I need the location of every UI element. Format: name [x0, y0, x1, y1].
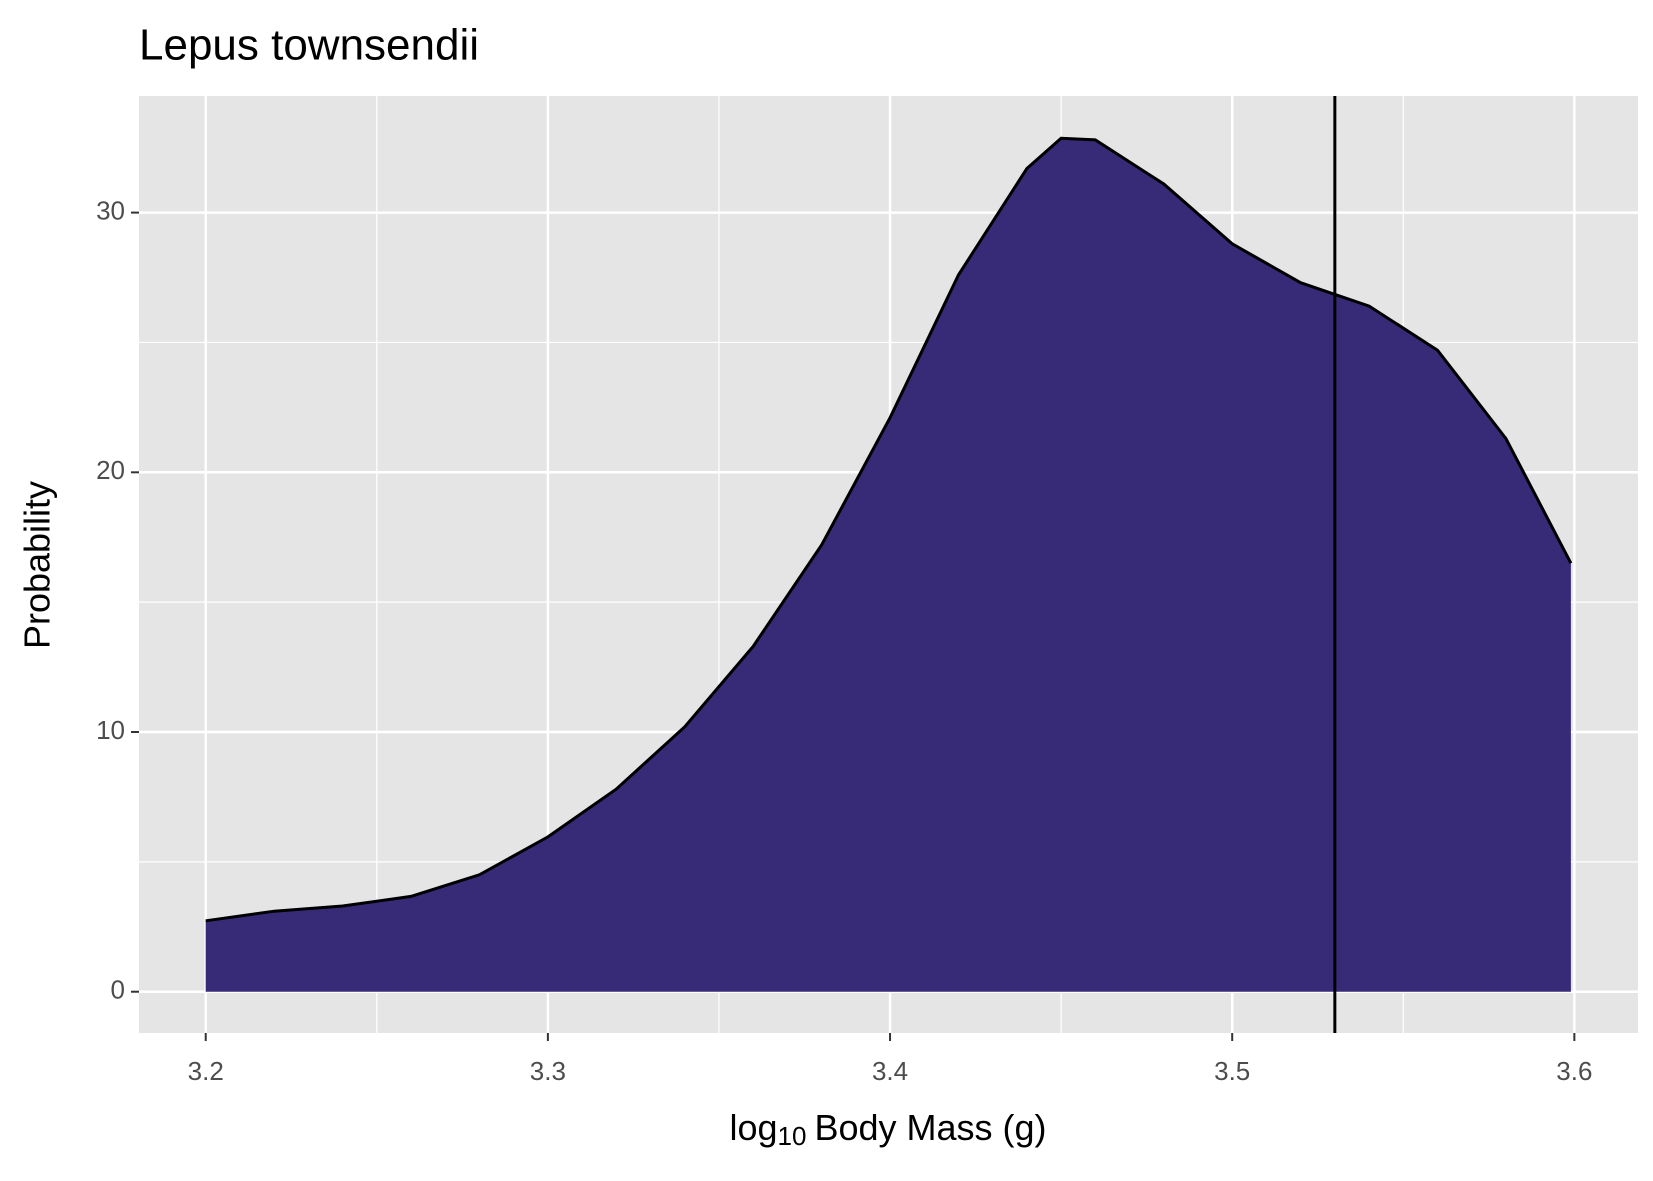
- x-tick-label: 3.6: [1556, 1056, 1592, 1086]
- y-tick-label: 0: [111, 975, 125, 1005]
- y-tick-label: 10: [96, 715, 125, 745]
- x-axis-title-base: log: [729, 1107, 777, 1148]
- x-axis-title-sub: 10: [778, 1121, 807, 1151]
- x-tick-label: 3.3: [530, 1056, 566, 1086]
- y-axis-title: Probability: [17, 481, 58, 649]
- y-tick-label: 30: [96, 195, 125, 225]
- x-tick-label: 3.2: [188, 1056, 224, 1086]
- x-axis-title: log10 Body Mass (g): [729, 1107, 1046, 1151]
- y-tick-label: 20: [96, 455, 125, 485]
- x-axis-title-rest: Body Mass (g): [814, 1107, 1046, 1148]
- chart-title: Lepus townsendii: [139, 21, 479, 70]
- density-area: [205, 138, 1571, 992]
- x-tick-label: 3.4: [872, 1056, 908, 1086]
- x-tick-label: 3.5: [1214, 1056, 1250, 1086]
